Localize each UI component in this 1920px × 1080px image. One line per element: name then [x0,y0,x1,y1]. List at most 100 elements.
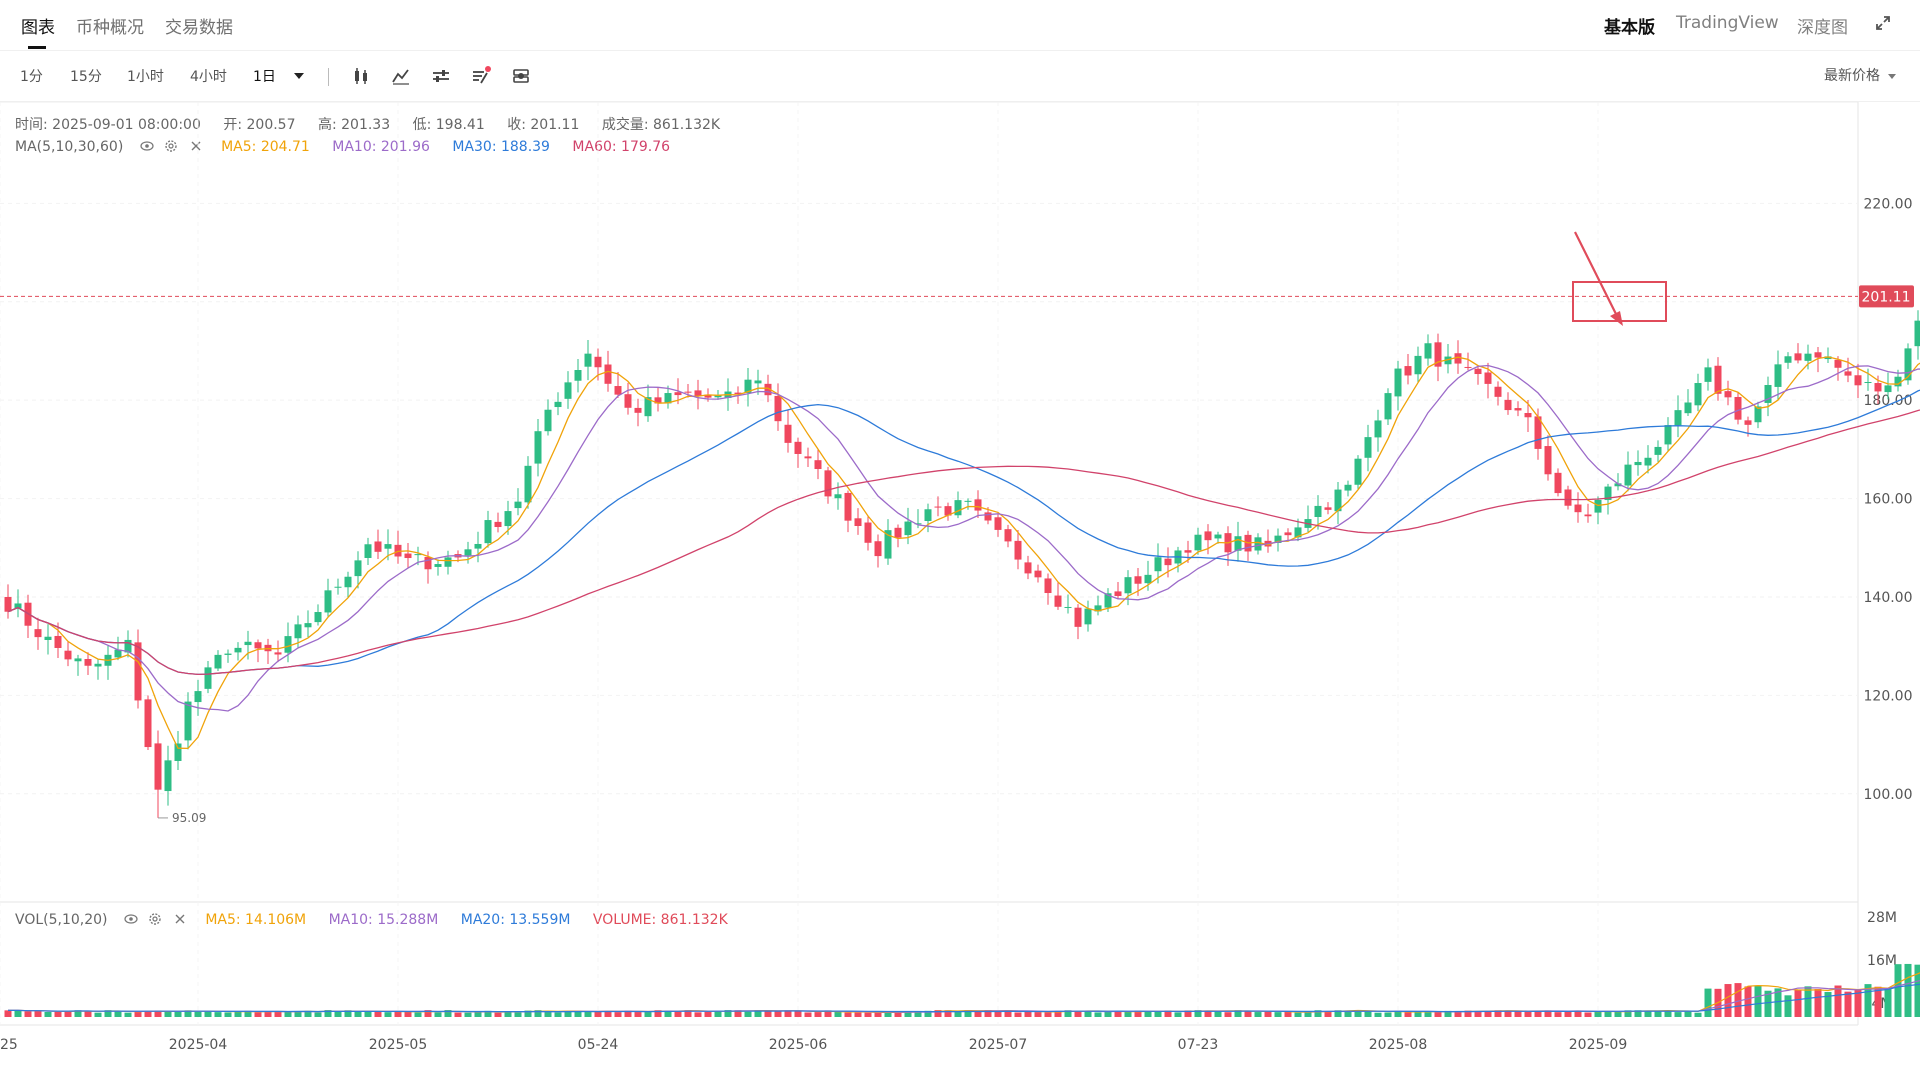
gear-icon[interactable] [148,912,162,926]
volume-bar [1464,1010,1472,1017]
volume-bar [1644,1010,1652,1017]
volume-bar [1514,1011,1522,1017]
volume-bar [1294,1012,1302,1017]
volume-bar [784,1010,792,1017]
ohlcv-legend: 时间: 2025-09-01 08:00:00 开: 200.57 高: 201… [15,114,738,134]
indicator-icon[interactable] [390,65,412,87]
vol-ma20-line [8,983,1920,1013]
volume-bar [154,1010,162,1017]
candle-body [1844,371,1852,376]
low-marker-label: 95.09 [172,811,206,825]
candle-body [414,554,422,556]
eye-icon[interactable] [124,912,138,926]
candle-body [1574,504,1582,513]
volume-bar [1094,1012,1102,1017]
candle-body [1184,550,1192,553]
volume-bar [164,1011,172,1017]
candle-body [984,512,992,521]
candle-body [1484,372,1492,384]
candle-body [1894,376,1902,387]
candle-body [1404,366,1412,376]
candle-body [384,544,392,549]
volume-bar [1444,1010,1452,1017]
ma60-value: MA60: 179.76 [572,139,671,155]
candle-body [294,624,302,639]
close-value: 201.11 [530,117,580,133]
gear-icon[interactable] [164,139,178,153]
volume-bar [1164,1010,1172,1017]
candle-body [754,380,762,384]
interval-1m[interactable]: 1分 [20,69,43,85]
eye-icon[interactable] [140,139,154,153]
candle-body [714,395,722,398]
settings-sliders-icon[interactable] [430,65,452,87]
volume-bar [634,1012,642,1017]
volume-tick-label: 16M [1867,953,1897,969]
candle-body [1354,458,1362,485]
interval-1d[interactable]: 1日 [253,69,276,85]
high-label: 高: [317,117,337,133]
price-tick-label: 220.00 [1864,196,1913,212]
volume-bar [564,1011,572,1017]
volume-bar [674,1010,682,1017]
candle-body [34,629,42,638]
interval-15m[interactable]: 15分 [70,69,102,85]
volume-bar [644,1012,652,1017]
time-tick-label: 05-24 [578,1037,619,1053]
volume-bar [1874,986,1882,1017]
vol-ma5-value: MA5: 14.106M [205,912,307,928]
price-mode-select[interactable]: 最新价格 [1824,65,1896,85]
volume-bar [1894,964,1902,1017]
interval-dropdown-icon[interactable] [294,73,304,79]
volume-bar [1504,1010,1512,1017]
volume-bar [444,1010,452,1017]
candle-body [1744,420,1752,425]
tab-basic[interactable]: 基本版 [1604,18,1655,38]
volume-bar [754,1010,762,1017]
drawing-tools-icon[interactable] [470,65,492,87]
volume-bar [944,1010,952,1017]
candle-body [1614,483,1622,487]
vol-legend-name: VOL(5,10,20) [15,912,108,928]
interval-1h[interactable]: 1小时 [127,69,164,85]
volume-bar [1674,1012,1682,1017]
volume-bar [1604,1011,1612,1017]
candle-body [1584,514,1592,517]
volume-bar [1414,1011,1422,1017]
candle-body [1004,529,1012,542]
volume-bar [124,1012,132,1017]
tab-tradingview[interactable]: TradingView [1676,13,1779,33]
volume-bar [464,1012,472,1017]
tab-chart[interactable]: 图表 [21,18,55,38]
volume-bar [724,1010,732,1017]
candle-body [674,392,682,396]
volume-bar [654,1010,662,1017]
candle-body [1914,320,1920,347]
tab-trading-data[interactable]: 交易数据 [165,18,233,38]
volume-bar [624,1010,632,1017]
candle-body [314,612,322,623]
volume-bar [1324,1010,1332,1017]
volume-bar [1304,1012,1312,1017]
volume-bar [1404,1012,1412,1017]
candlestick-type-icon[interactable] [350,65,372,87]
volume-bar [1174,1012,1182,1017]
close-icon[interactable] [173,912,187,926]
volume-bar [1624,1010,1632,1017]
volume-tick-label: 28M [1867,910,1897,926]
tab-coin-overview[interactable]: 币种概况 [76,18,144,38]
fullscreen-icon[interactable] [1874,14,1892,32]
tab-depth-chart[interactable]: 深度图 [1797,18,1848,38]
candle-body [204,667,212,689]
volume-bar [394,1011,402,1017]
candle-body [944,506,952,516]
candle-body [54,635,62,648]
volume-bar [1524,1011,1532,1017]
compare-icon[interactable] [510,65,532,87]
volume-bar [864,1012,872,1017]
interval-4h[interactable]: 4小时 [190,69,227,85]
volume-bar [594,1011,602,1017]
candle-body [634,407,642,413]
high-value: 201.33 [341,117,391,133]
